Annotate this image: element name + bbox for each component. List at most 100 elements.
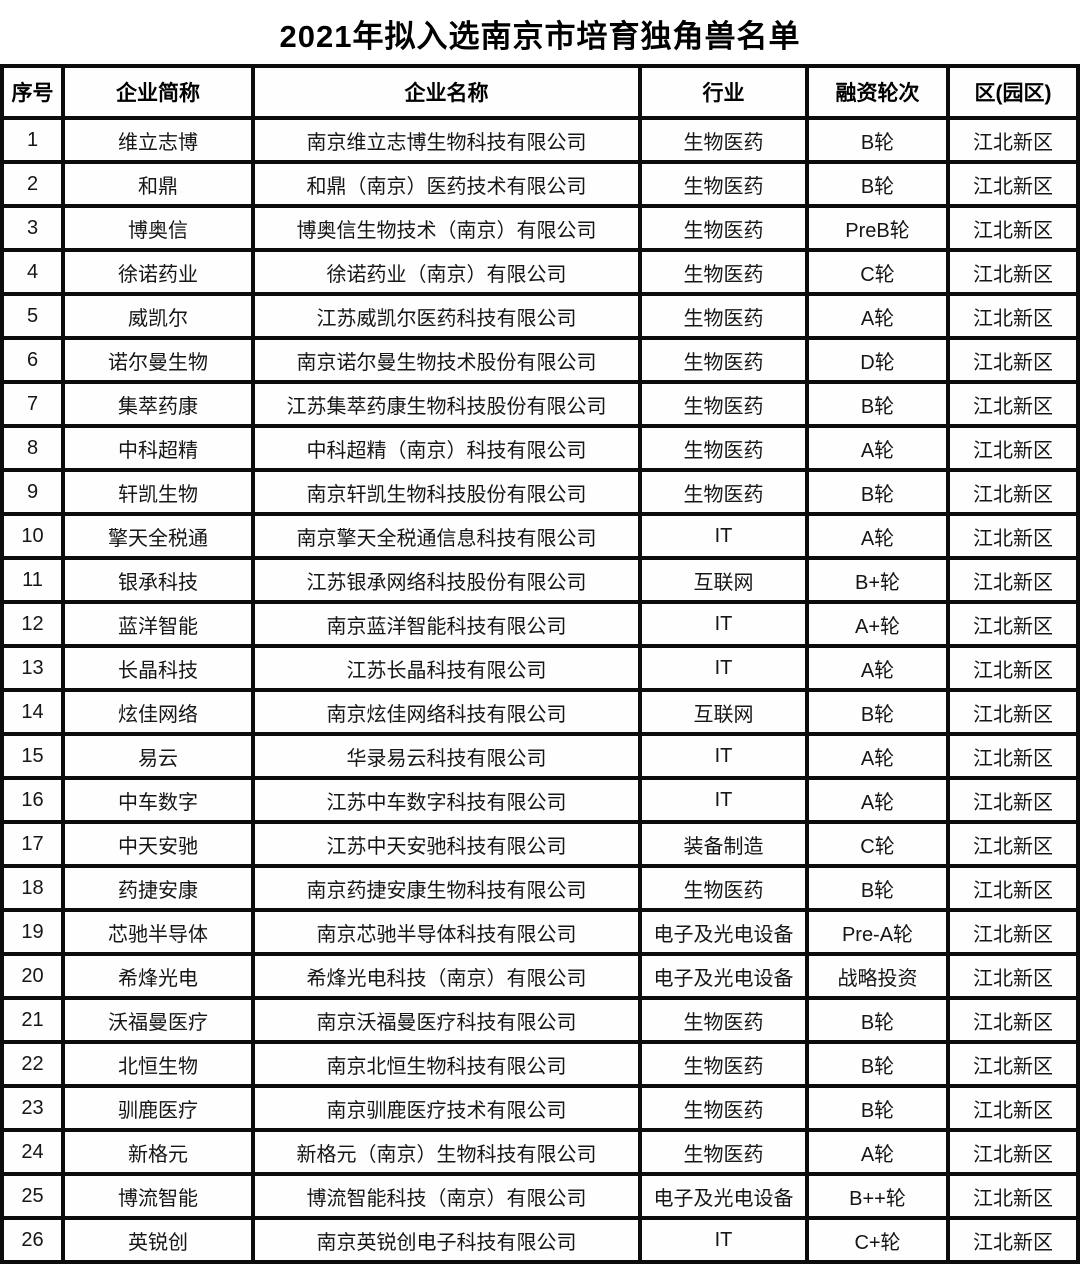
cell-district: 江北新区	[946, 1128, 1080, 1176]
cell-funding-round: A轮	[805, 1128, 950, 1176]
cell-index: 26	[0, 1216, 65, 1264]
table-row: 25 博流智能 博流智能科技（南京）有限公司 电子及光电设备 B++轮 江北新区	[0, 1172, 1080, 1220]
cell-industry: 生物医药	[638, 1084, 809, 1132]
cell-district: 江北新区	[946, 776, 1080, 824]
cell-index: 1	[0, 116, 65, 164]
cell-funding-round: D轮	[805, 336, 950, 384]
cell-funding-round: C+轮	[805, 1216, 950, 1264]
table-row: 8 中科超精 中科超精（南京）科技有限公司 生物医药 A轮 江北新区	[0, 424, 1080, 472]
page-title: 2021年拟入选南京市培育独角兽名单	[279, 19, 801, 54]
cell-funding-round: A轮	[805, 732, 950, 780]
table-row: 5 威凯尔 江苏威凯尔医药科技有限公司 生物医药 A轮 江北新区	[0, 292, 1080, 340]
cell-funding-round: B轮	[805, 1084, 950, 1132]
cell-industry: 生物医药	[638, 424, 809, 472]
cell-index: 17	[0, 820, 65, 868]
cell-full-name: 南京炫佳网络科技有限公司	[251, 688, 642, 736]
cell-short-name: 蓝洋智能	[61, 600, 255, 648]
table-row: 16 中车数字 江苏中车数字科技有限公司 IT A轮 江北新区	[0, 776, 1080, 824]
table-row: 12 蓝洋智能 南京蓝洋智能科技有限公司 IT A+轮 江北新区	[0, 600, 1080, 648]
cell-industry: 生物医药	[638, 116, 809, 164]
table-row: 4 徐诺药业 徐诺药业（南京）有限公司 生物医药 C轮 江北新区	[0, 248, 1080, 296]
cell-short-name: 威凯尔	[61, 292, 255, 340]
cell-industry: IT	[638, 600, 809, 648]
cell-industry: 生物医药	[638, 248, 809, 296]
cell-funding-round: B轮	[805, 996, 950, 1044]
column-header-funding-round: 融资轮次	[805, 64, 950, 120]
cell-district: 江北新区	[946, 160, 1080, 208]
cell-short-name: 和鼎	[61, 160, 255, 208]
cell-full-name: 江苏银承网络科技股份有限公司	[251, 556, 642, 604]
table-row: 24 新格元 新格元（南京）生物科技有限公司 生物医药 A轮 江北新区	[0, 1128, 1080, 1176]
table-row: 17 中天安驰 江苏中天安驰科技有限公司 装备制造 C轮 江北新区	[0, 820, 1080, 868]
cell-funding-round: C轮	[805, 820, 950, 868]
cell-full-name: 南京擎天全税通信息科技有限公司	[251, 512, 642, 560]
column-header-district: 区(园区)	[946, 64, 1080, 120]
table-row: 6 诺尔曼生物 南京诺尔曼生物技术股份有限公司 生物医药 D轮 江北新区	[0, 336, 1080, 384]
table-row: 13 长晶科技 江苏长晶科技有限公司 IT A轮 江北新区	[0, 644, 1080, 692]
table-row: 18 药捷安康 南京药捷安康生物科技有限公司 生物医药 B轮 江北新区	[0, 864, 1080, 912]
cell-industry: 电子及光电设备	[638, 908, 809, 956]
cell-index: 22	[0, 1040, 65, 1088]
cell-full-name: 和鼎（南京）医药技术有限公司	[251, 160, 642, 208]
cell-index: 13	[0, 644, 65, 692]
cell-district: 江北新区	[946, 644, 1080, 692]
cell-industry: 生物医药	[638, 336, 809, 384]
cell-funding-round: B++轮	[805, 1172, 950, 1220]
cell-full-name: 江苏集萃药康生物科技股份有限公司	[251, 380, 642, 428]
cell-full-name: 南京维立志博生物科技有限公司	[251, 116, 642, 164]
cell-short-name: 驯鹿医疗	[61, 1084, 255, 1132]
cell-district: 江北新区	[946, 336, 1080, 384]
cell-funding-round: B轮	[805, 116, 950, 164]
cell-full-name: 南京诺尔曼生物技术股份有限公司	[251, 336, 642, 384]
cell-short-name: 擎天全税通	[61, 512, 255, 560]
cell-short-name: 英锐创	[61, 1216, 255, 1264]
table-header-row: 序号 企业简称 企业名称 行业 融资轮次 区(园区)	[0, 64, 1080, 120]
table-row: 21 沃福曼医疗 南京沃福曼医疗科技有限公司 生物医药 B轮 江北新区	[0, 996, 1080, 1044]
cell-district: 江北新区	[946, 820, 1080, 868]
cell-short-name: 银承科技	[61, 556, 255, 604]
table-row: 26 英锐创 南京英锐创电子科技有限公司 IT C+轮 江北新区	[0, 1216, 1080, 1264]
cell-full-name: 江苏威凯尔医药科技有限公司	[251, 292, 642, 340]
column-header-index: 序号	[0, 64, 65, 120]
cell-funding-round: B轮	[805, 1040, 950, 1088]
cell-full-name: 博流智能科技（南京）有限公司	[251, 1172, 642, 1220]
cell-short-name: 博奥信	[61, 204, 255, 252]
cell-short-name: 新格元	[61, 1128, 255, 1176]
cell-funding-round: A轮	[805, 512, 950, 560]
cell-district: 江北新区	[946, 380, 1080, 428]
table-row: 2 和鼎 和鼎（南京）医药技术有限公司 生物医药 B轮 江北新区	[0, 160, 1080, 208]
cell-short-name: 中天安驰	[61, 820, 255, 868]
cell-full-name: 希烽光电科技（南京）有限公司	[251, 952, 642, 1000]
cell-index: 10	[0, 512, 65, 560]
cell-short-name: 轩凯生物	[61, 468, 255, 516]
cell-industry: 生物医药	[638, 1128, 809, 1176]
column-header-short-name: 企业简称	[61, 64, 255, 120]
cell-full-name: 新格元（南京）生物科技有限公司	[251, 1128, 642, 1176]
cell-full-name: 南京蓝洋智能科技有限公司	[251, 600, 642, 648]
cell-index: 24	[0, 1128, 65, 1176]
cell-district: 江北新区	[946, 556, 1080, 604]
cell-district: 江北新区	[946, 1040, 1080, 1088]
column-header-industry: 行业	[638, 64, 809, 120]
cell-index: 4	[0, 248, 65, 296]
cell-district: 江北新区	[946, 248, 1080, 296]
cell-industry: 互联网	[638, 556, 809, 604]
cell-index: 20	[0, 952, 65, 1000]
cell-short-name: 北恒生物	[61, 1040, 255, 1088]
table-row: 20 希烽光电 希烽光电科技（南京）有限公司 电子及光电设备 战略投资 江北新区	[0, 952, 1080, 1000]
cell-short-name: 诺尔曼生物	[61, 336, 255, 384]
cell-short-name: 中车数字	[61, 776, 255, 824]
cell-industry: 生物医药	[638, 1040, 809, 1088]
cell-industry: IT	[638, 1216, 809, 1264]
table-row: 23 驯鹿医疗 南京驯鹿医疗技术有限公司 生物医药 B轮 江北新区	[0, 1084, 1080, 1132]
cell-industry: 装备制造	[638, 820, 809, 868]
cell-district: 江北新区	[946, 1172, 1080, 1220]
cell-short-name: 博流智能	[61, 1172, 255, 1220]
cell-full-name: 中科超精（南京）科技有限公司	[251, 424, 642, 472]
cell-index: 9	[0, 468, 65, 516]
cell-district: 江北新区	[946, 952, 1080, 1000]
cell-short-name: 希烽光电	[61, 952, 255, 1000]
cell-index: 19	[0, 908, 65, 956]
cell-index: 8	[0, 424, 65, 472]
cell-funding-round: A轮	[805, 776, 950, 824]
